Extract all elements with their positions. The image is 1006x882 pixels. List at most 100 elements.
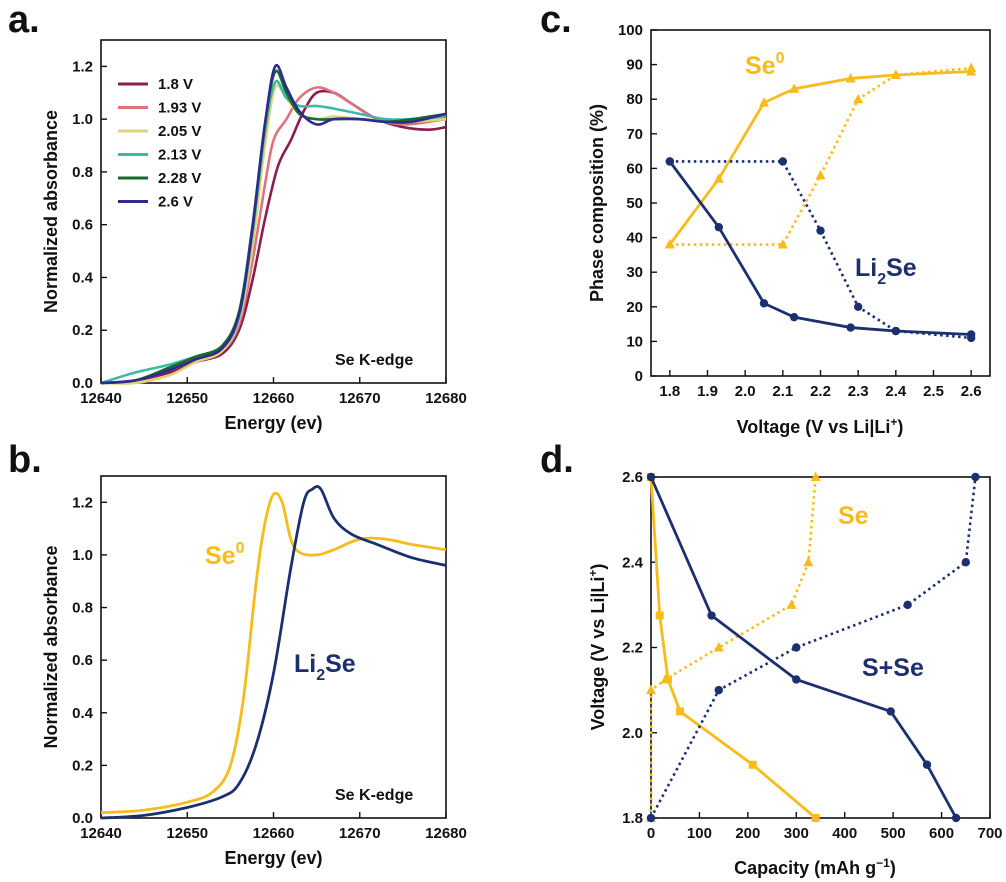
data-point-d-2 (886, 707, 895, 716)
y-axis-label-d: Voltage (V vs Li|Li+) (586, 564, 608, 731)
y-tick-label-c: 30 (626, 264, 643, 281)
legend-entry-a-4: 2.28 V (158, 170, 201, 187)
y-tick-label-c: 20 (626, 299, 643, 316)
series-line-a-5 (100, 63, 447, 385)
data-point-c-1 (966, 62, 977, 73)
series-line-d-3 (649, 476, 977, 819)
x-axis-label-c: Voltage (V vs Li|Li+) (737, 415, 904, 437)
data-point-c-3 (778, 157, 788, 166)
x-tick-label-c: 2.4 (885, 383, 907, 400)
y-tick-label-a: 0.0 (72, 375, 93, 392)
x-tick-label-c: 2.5 (923, 383, 944, 400)
data-point-d-0 (811, 814, 820, 822)
x-tick-label-c: 2.2 (810, 383, 831, 400)
data-point-d-0 (748, 760, 757, 769)
panel-label-d: d. (540, 439, 574, 481)
x-tick-label-c: 2.1 (772, 383, 793, 400)
y-tick-label-c: 90 (626, 57, 643, 74)
plot-frame-d (650, 476, 991, 819)
y-tick-label-a: 0.8 (72, 164, 93, 181)
data-point-c-1 (815, 169, 826, 180)
x-tick-label-d: 400 (832, 825, 857, 842)
x-tick-label-a: 12680 (425, 390, 467, 407)
y-tick-label-a: 1.0 (72, 111, 93, 128)
label-se0-c: Se0 (745, 50, 785, 80)
y-tick-label-d: 2.2 (622, 640, 643, 657)
y-tick-label-d: 2.6 (622, 469, 643, 486)
x-tick-label-b: 12640 (80, 825, 122, 842)
x-tick-label-d: 0 (647, 825, 655, 842)
y-axis-label-c: Phase composition (%) (587, 104, 607, 302)
data-point-d-1 (803, 556, 814, 567)
data-point-d-3 (646, 813, 656, 823)
panel-label-b: b. (8, 439, 42, 481)
y-tick-label-c: 40 (626, 230, 643, 247)
data-point-d-1 (810, 471, 821, 481)
x-tick-label-a: 12670 (339, 390, 381, 407)
data-point-d-1 (786, 599, 797, 609)
data-point-c-1 (777, 239, 788, 249)
series-line-a-4 (100, 69, 447, 385)
panel-label-c: c. (540, 0, 572, 41)
x-tick-label-d: 600 (929, 825, 954, 842)
x-tick-label-b: 12650 (166, 825, 208, 842)
data-point-d-3 (903, 600, 912, 610)
y-tick-label-c: 50 (626, 195, 643, 212)
y-axis-label-b: Normalized absorbance (41, 545, 61, 748)
x-tick-label-c: 1.9 (697, 383, 718, 400)
chart-panel-d: 0 100 200 300 400 500 600 700 1.8 2.0 2.2 2.4 2.6 (622, 469, 1002, 842)
x-tick-label-d: 200 (735, 825, 760, 842)
data-point-c-1 (853, 93, 864, 104)
label-li2se-b: Li2Se (294, 650, 356, 684)
x-tick-label-b: 12680 (425, 825, 467, 842)
data-point-d-1 (660, 673, 671, 684)
series-line-d-1 (649, 476, 817, 818)
data-point-c-0 (759, 97, 769, 107)
data-point-c-2 (789, 312, 799, 322)
series-line-c-3 (669, 160, 972, 340)
data-point-d-3 (714, 685, 723, 695)
data-point-d-2 (922, 760, 932, 769)
data-point-c-0 (789, 83, 800, 93)
y-tick-label-c: 60 (626, 160, 643, 177)
data-point-c-1 (890, 69, 901, 79)
y-tick-label-b: 0.0 (72, 810, 93, 827)
x-tick-label-c: 2.6 (961, 383, 982, 400)
x-tick-label-c: 2.3 (848, 383, 869, 400)
x-tick-label-d: 100 (687, 825, 712, 842)
chart-panel-a: 12640 12650 12660 12670 12680 0.0 0.2 0.4 0.6 0.8… (41, 39, 467, 433)
y-tick-label-a: 1.2 (72, 58, 93, 75)
y-tick-label-b: 0.8 (72, 600, 93, 617)
x-axis-label-b: Energy (ev) (224, 848, 322, 868)
data-point-d-0 (655, 611, 664, 620)
x-tick-label-a: 12660 (253, 390, 295, 407)
plot-frame-b (100, 475, 447, 819)
data-point-c-2 (759, 299, 769, 308)
series-line-d-0 (649, 476, 817, 820)
y-tick-label-c: 100 (618, 22, 643, 39)
label-sse-d: S+Se (862, 654, 924, 682)
y-tick-label-b: 1.2 (72, 494, 93, 511)
data-point-d-2 (646, 472, 656, 482)
series-line-a-1 (100, 86, 447, 385)
annotation-a: Se K-edge (335, 352, 413, 369)
x-tick-label-b: 12660 (253, 825, 295, 842)
x-tick-label-d: 300 (784, 825, 809, 842)
data-point-c-3 (853, 302, 863, 311)
data-point-d-2 (951, 813, 961, 823)
y-tick-label-c: 0 (635, 368, 643, 385)
legend-entry-a-2: 2.05 V (158, 123, 201, 140)
series-line-b-1 (100, 485, 447, 820)
data-point-d-0 (676, 707, 685, 716)
x-tick-label-a: 12650 (166, 390, 208, 407)
x-tick-label-d: 700 (977, 825, 1002, 842)
y-tick-label-c: 70 (626, 126, 643, 143)
chart-panel-b: 12640 12650 12660 12670 12680 0.0 0.2 0.4 0.6 0.8… (41, 475, 467, 868)
data-point-d-2 (792, 675, 801, 684)
data-point-d-2 (707, 611, 716, 620)
series-line-c-2 (668, 160, 972, 336)
y-tick-label-a: 0.4 (72, 269, 94, 286)
y-tick-label-c: 10 (626, 333, 643, 350)
y-tick-label-a: 0.6 (72, 217, 93, 234)
data-point-d-1 (713, 642, 724, 652)
